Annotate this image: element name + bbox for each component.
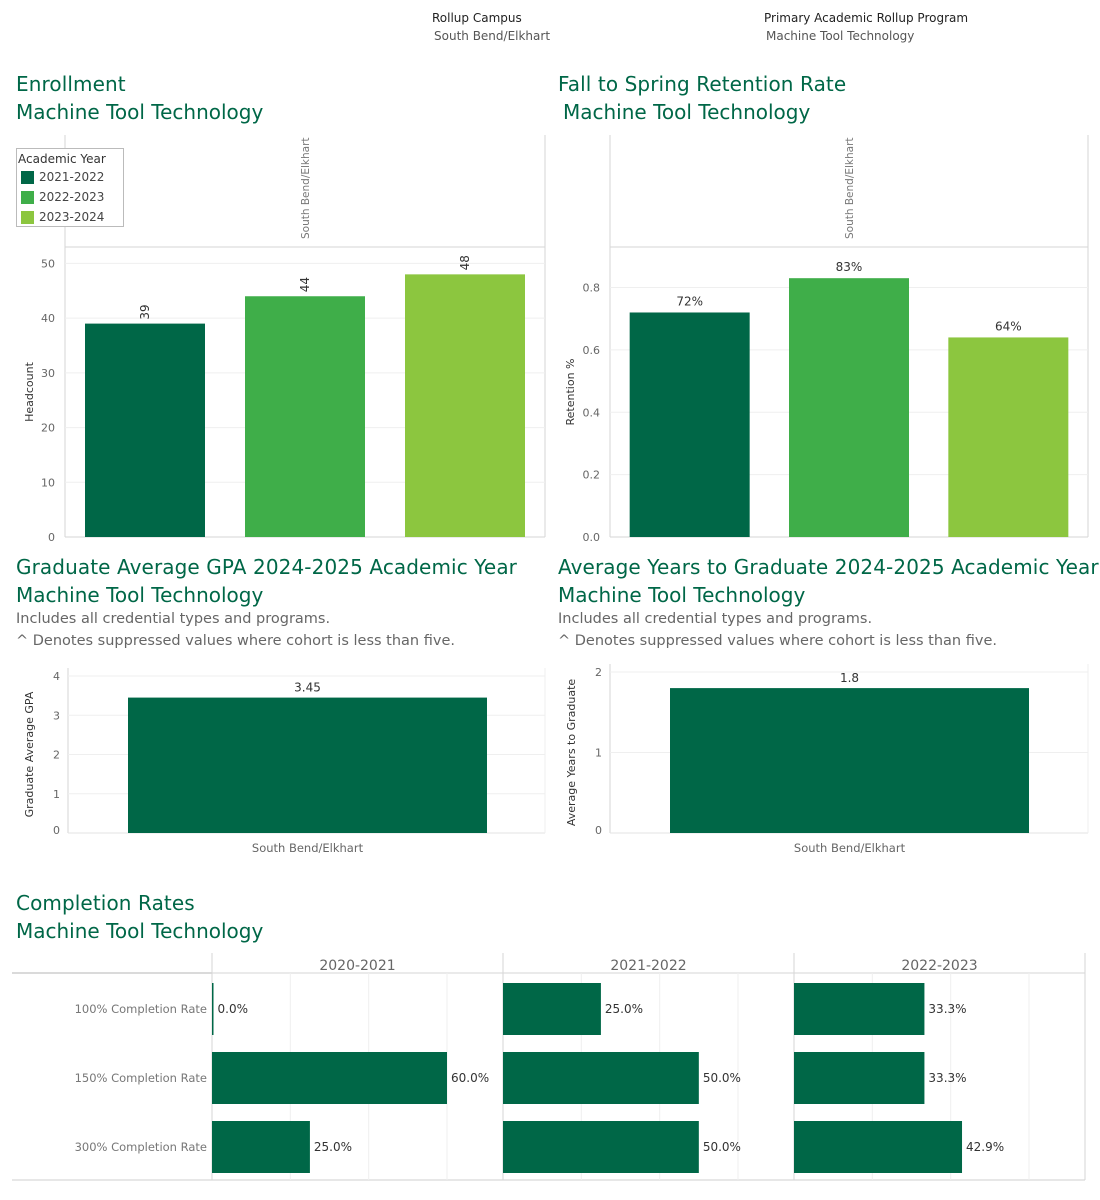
- enrollment-title: Enrollment: [16, 72, 126, 96]
- panel-campus-label: South Bend/Elkhart: [844, 137, 856, 239]
- bar-2020-2021-0: [212, 983, 214, 1035]
- row-label: 300% Completion Rate: [75, 1140, 207, 1154]
- completion-chart: 100% Completion Rate 150% Completion Rate…: [12, 953, 1086, 1181]
- bar-2022-2023: [789, 278, 909, 537]
- bar-2020-2021-2: [212, 1121, 310, 1173]
- legend-label-2023-2024[interactable]: 2023-2024: [39, 210, 105, 224]
- y-tick-label: 2: [595, 666, 602, 679]
- retention-chart: South Bend/Elkhart 0.0 0.2 0.4 0.6 0.8 Retenti…: [564, 135, 1089, 542]
- y-axis-title: Retention %: [564, 359, 577, 426]
- y-tick-label: 0: [595, 824, 602, 837]
- bar-value-label: 48: [458, 255, 472, 270]
- bar-value-label: 83%: [836, 260, 863, 274]
- bar-value-label: 50.0%: [703, 1140, 741, 1154]
- bar-2021-2022-1: [503, 1052, 699, 1104]
- legend-title: Academic Year: [18, 152, 106, 166]
- bar-2021-2022: [629, 312, 750, 537]
- y-tick-label: 0: [48, 531, 55, 542]
- years-note-credentials: Includes all credential types and progra…: [558, 611, 873, 627]
- y-axis-title: Average Years to Graduate: [565, 679, 578, 827]
- bar-South Bend/Elkhart: [670, 688, 1029, 833]
- y-tick-label: 50: [41, 257, 55, 270]
- program-filter-value[interactable]: Machine Tool Technology: [766, 29, 915, 43]
- y-tick-label: 0.0: [583, 531, 601, 542]
- gpa-chart: 0 1 2 3 4 Graduate Average GPA 3.45 South Bend/…: [23, 668, 546, 855]
- bar-value-label: 25.0%: [605, 1002, 643, 1016]
- y-axis-title: Headcount: [23, 361, 36, 421]
- completion-subtitle: Machine Tool Technology: [16, 919, 264, 943]
- y-tick-label: 3: [53, 709, 60, 722]
- bar-2023-2024: [405, 274, 525, 537]
- bar-2021-2022-0: [503, 983, 601, 1035]
- bar-value-label: 1.8: [840, 671, 859, 685]
- enrollment-subtitle: Machine Tool Technology: [16, 100, 264, 124]
- bar-value-label: 64%: [995, 319, 1022, 333]
- bar-South Bend/Elkhart: [128, 697, 487, 833]
- bar-value-label: 25.0%: [314, 1140, 352, 1154]
- years-note-suppressed: ^ Denotes suppressed values where cohort…: [558, 633, 997, 649]
- gpa-subtitle: Machine Tool Technology: [16, 583, 264, 607]
- bar-2022-2023-1: [794, 1052, 925, 1104]
- bar-2020-2021-1: [212, 1052, 447, 1104]
- panel-campus-label: South Bend/Elkhart: [300, 137, 312, 239]
- y-axis-title: Graduate Average GPA: [23, 691, 36, 817]
- y-tick-label: 0.4: [583, 406, 601, 419]
- gpa-note-credentials: Includes all credential types and progra…: [16, 611, 331, 627]
- academic-year-legend[interactable]: Academic Year 2021-2022 2022-2023 2023-2…: [16, 148, 124, 227]
- bar-value-label: 42.9%: [966, 1140, 1004, 1154]
- gpa-title: Graduate Average GPA 2024-2025 Academic …: [16, 555, 518, 579]
- bar-value-label: 72%: [676, 294, 703, 308]
- legend-label-2021-2022[interactable]: 2021-2022: [39, 170, 105, 184]
- panel-header-2021-2022: 2021-2022: [610, 958, 686, 974]
- y-tick-label: 0.6: [583, 344, 601, 357]
- bar-value-label: 50.0%: [703, 1071, 741, 1085]
- y-tick-label: 10: [41, 476, 55, 489]
- bar-value-label: 44: [298, 277, 312, 292]
- gpa-note-suppressed: ^ Denotes suppressed values where cohort…: [16, 633, 455, 649]
- bar-value-label: 39: [138, 304, 152, 319]
- bar-value-label: 33.3%: [928, 1002, 966, 1016]
- years-subtitle: Machine Tool Technology: [558, 583, 806, 607]
- retention-subtitle: Machine Tool Technology: [563, 100, 811, 124]
- y-tick-label: 0.2: [583, 469, 601, 482]
- y-tick-label: 4: [53, 670, 60, 683]
- x-category-label: South Bend/Elkhart: [794, 841, 906, 855]
- bar-2022-2023-2: [794, 1121, 963, 1173]
- legend-swatch-2021-2022: [21, 171, 34, 184]
- panel-header-2022-2023: 2022-2023: [901, 958, 977, 974]
- row-label: 100% Completion Rate: [75, 1002, 207, 1016]
- enrollment-chart: South Bend/Elkhart 0 10 20 30 40 50 Headcount 39…: [23, 135, 546, 542]
- bar-value-label: 60.0%: [451, 1071, 489, 1085]
- legend-swatch-2023-2024: [21, 211, 34, 224]
- y-tick-label: 40: [41, 312, 55, 325]
- legend-label-2022-2023[interactable]: 2022-2023: [39, 190, 105, 204]
- row-label: 150% Completion Rate: [75, 1071, 207, 1085]
- y-tick-label: 2: [53, 749, 60, 762]
- y-tick-label: 20: [41, 422, 55, 435]
- bar-value-label: 33.3%: [928, 1071, 966, 1085]
- legend-swatch-2022-2023: [21, 191, 34, 204]
- bar-2022-2023-0: [794, 983, 925, 1035]
- bar-2023-2024: [948, 337, 1069, 537]
- y-tick-label: 0: [53, 824, 60, 837]
- years-title: Average Years to Graduate 2024-2025 Acad…: [558, 555, 1099, 579]
- bar-2022-2023: [245, 296, 365, 537]
- bar-value-label: 3.45: [294, 681, 321, 695]
- completion-title: Completion Rates: [16, 891, 195, 915]
- bar-2021-2022-2: [503, 1121, 699, 1173]
- campus-filter-value[interactable]: South Bend/Elkhart: [434, 29, 551, 43]
- years-chart: 0 1 2 Average Years to Graduate 1.8 South Ben…: [565, 664, 1089, 855]
- campus-filter-label: Rollup Campus: [432, 11, 522, 25]
- bar-2021-2022: [85, 323, 205, 537]
- retention-title: Fall to Spring Retention Rate: [558, 72, 847, 96]
- y-tick-label: 30: [41, 367, 55, 380]
- bar-value-label: 0.0%: [218, 1002, 249, 1016]
- y-tick-label: 1: [53, 788, 60, 801]
- panel-header-2020-2021: 2020-2021: [319, 958, 395, 974]
- y-tick-label: 0.8: [583, 282, 601, 295]
- program-filter-label: Primary Academic Rollup Program: [764, 11, 969, 25]
- x-category-label: South Bend/Elkhart: [252, 841, 364, 855]
- y-tick-label: 1: [595, 747, 602, 760]
